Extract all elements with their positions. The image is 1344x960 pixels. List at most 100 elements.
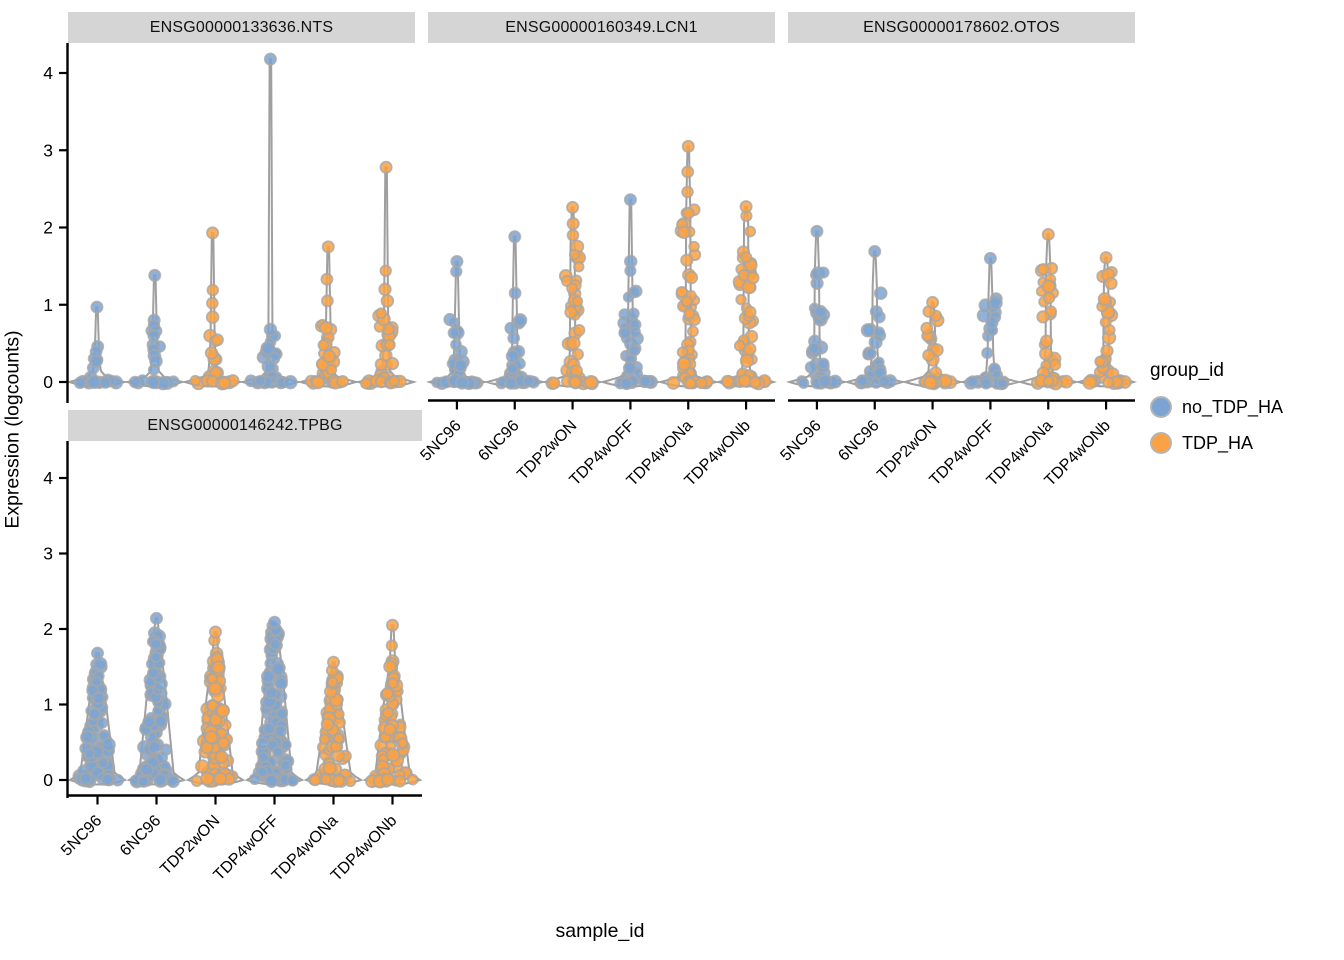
violin-6NC96 [483, 230, 546, 390]
legend-label-tdp-ha: TDP_HA [1182, 432, 1254, 453]
data-point [923, 375, 938, 390]
data-point [738, 374, 752, 388]
data-point [320, 717, 335, 732]
violin-TDP4wOFF [239, 52, 302, 390]
data-point [666, 375, 681, 390]
data-point [146, 375, 161, 390]
data-point [583, 374, 599, 390]
data-point [142, 715, 156, 729]
data-point [618, 326, 632, 340]
x-tick-label: 5NC96 [778, 417, 825, 464]
data-point [274, 724, 288, 738]
data-point [744, 225, 757, 238]
data-point [387, 677, 399, 689]
data-point [283, 375, 298, 390]
data-point [379, 160, 393, 174]
data-point [1038, 346, 1053, 361]
data-point [406, 773, 419, 786]
data-point [359, 377, 372, 390]
data-point [443, 312, 457, 327]
data-point [981, 347, 994, 360]
data-point [573, 323, 586, 337]
data-point [388, 375, 401, 387]
data-point [817, 357, 830, 370]
data-point [286, 774, 299, 787]
data-point [206, 672, 219, 685]
data-point [676, 346, 689, 358]
data-point [310, 375, 325, 390]
data-point [139, 762, 154, 777]
data-point [926, 295, 940, 309]
data-point [506, 362, 519, 375]
data-point [860, 323, 876, 338]
data-point [627, 307, 640, 320]
data-point [564, 305, 578, 319]
data-point [683, 307, 696, 320]
data-point [378, 282, 392, 296]
data-point [740, 251, 753, 264]
y-tick-label: 2 [43, 619, 53, 639]
violin-5NC96 [67, 646, 128, 789]
violin-TDP4wONb [362, 618, 423, 789]
data-point [393, 774, 407, 788]
data-point [1039, 334, 1054, 348]
data-point [332, 774, 346, 788]
data-point [450, 338, 462, 351]
data-point [508, 230, 522, 244]
violin-5NC96 [785, 224, 848, 390]
data-point [878, 375, 891, 388]
data-point [638, 374, 652, 388]
data-point [280, 739, 292, 751]
data-point [566, 200, 580, 214]
data-point [966, 375, 979, 388]
data-point [447, 326, 460, 340]
data-point [256, 765, 269, 778]
data-point [322, 349, 336, 364]
data-point [382, 706, 394, 719]
data-point [213, 771, 228, 786]
data-point [855, 374, 869, 388]
data-point [206, 226, 220, 240]
data-point [748, 376, 762, 389]
data-point [508, 286, 522, 300]
data-point [1094, 355, 1106, 368]
data-point [211, 333, 224, 347]
violin-5NC96 [65, 300, 128, 390]
data-point [93, 657, 108, 671]
data-point [96, 716, 109, 729]
facet-title: ENSG00000133636.NTS [149, 18, 334, 36]
facet-title: ENSG00000146242.TPBG [147, 416, 343, 434]
data-point [261, 341, 276, 356]
y-axis-title: Expression (logcounts) [1, 330, 24, 529]
y-tick-label: 2 [43, 218, 53, 238]
data-point [211, 660, 226, 675]
data-point [797, 377, 810, 389]
data-point [733, 339, 746, 352]
data-point [988, 296, 1003, 311]
data-point [322, 761, 337, 776]
data-point [86, 374, 102, 390]
y-tick-label: 0 [43, 770, 53, 790]
data-point [100, 773, 114, 787]
data-point [804, 360, 818, 374]
x-tick-label: 6NC96 [475, 417, 522, 464]
y-tick-label: 1 [43, 295, 53, 315]
data-point [522, 374, 535, 387]
data-point [739, 200, 753, 214]
data-point [375, 307, 387, 320]
violin-TDP4wONa [657, 139, 720, 390]
data-point [128, 375, 142, 389]
data-point [513, 313, 528, 328]
data-point [264, 686, 278, 700]
data-point [374, 357, 388, 371]
data-point [677, 225, 691, 240]
data-point [320, 773, 333, 786]
violin-TDP4wOFF [244, 615, 305, 788]
y-tick-label: 0 [43, 372, 53, 392]
data-point [629, 326, 642, 339]
data-point [209, 713, 223, 727]
violin-6NC96 [843, 244, 906, 390]
data-point [629, 284, 643, 298]
facet-strip: ENSG00000133636.NTS [68, 12, 415, 43]
